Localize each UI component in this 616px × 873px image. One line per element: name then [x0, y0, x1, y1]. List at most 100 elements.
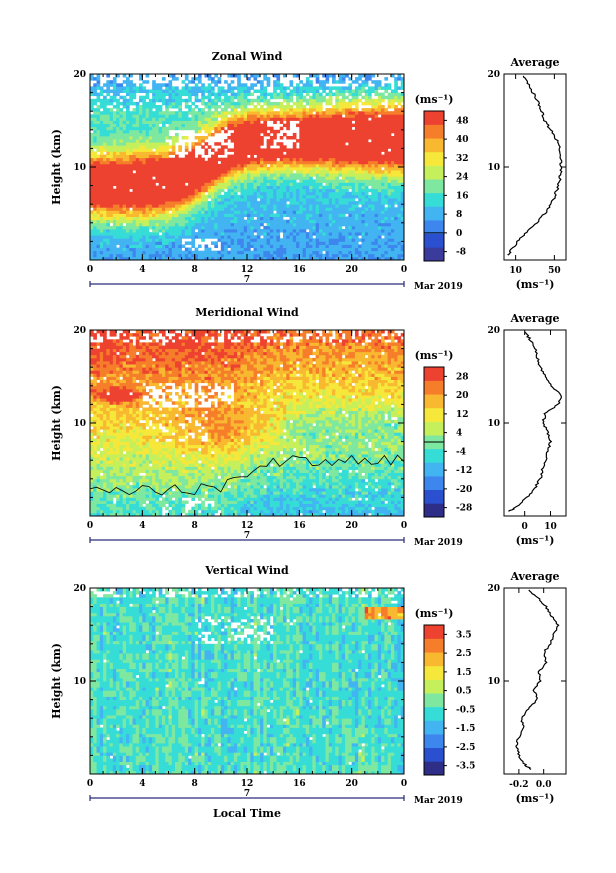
- heatmap-cell: [302, 136, 307, 140]
- heatmap-cell: [299, 176, 303, 180]
- heatmap-cell: [90, 114, 94, 118]
- heatmap-cell: [125, 136, 130, 140]
- heatmap-cell: [132, 210, 137, 214]
- heatmap-cell: [217, 120, 222, 124]
- heatmap-cell: [309, 238, 313, 242]
- heatmap-cell: [299, 191, 303, 196]
- heatmap-cell: [155, 117, 160, 121]
- heatmap-cell: [260, 123, 264, 128]
- heatmap-cell: [302, 89, 307, 93]
- heatmap-cell: [384, 148, 389, 152]
- heatmap-cell: [152, 182, 156, 186]
- heatmap-cell: [276, 225, 281, 230]
- heatmap-cell: [207, 188, 212, 193]
- heatmap-cell: [161, 101, 166, 106]
- heatmap-cell: [368, 232, 372, 236]
- heatmap-cell: [211, 210, 215, 214]
- heatmap-cell: [286, 241, 290, 245]
- heatmap-cell: [119, 170, 124, 174]
- heatmap-cell: [139, 216, 143, 221]
- heatmap-cell: [125, 222, 130, 227]
- heatmap-cell: [279, 105, 284, 109]
- heatmap-cell: [328, 136, 333, 140]
- heatmap-cell: [155, 136, 160, 140]
- heatmap-cell: [148, 148, 153, 152]
- heatmap-cell: [322, 167, 326, 171]
- heatmap-cell: [135, 179, 140, 183]
- heatmap-cell: [103, 238, 107, 242]
- heatmap-cell: [292, 173, 297, 177]
- heatmap-cell: [93, 253, 97, 258]
- heatmap-cell: [387, 198, 392, 202]
- heatmap-cell: [112, 136, 117, 140]
- heatmap-cell: [247, 204, 251, 208]
- heatmap-cell: [158, 170, 163, 174]
- heatmap-cell: [345, 244, 349, 248]
- heatmap-cell: [266, 132, 271, 137]
- heatmap-cell: [122, 132, 127, 137]
- heatmap-cell: [253, 179, 258, 183]
- heatmap-cell: [155, 123, 160, 128]
- heatmap-cell: [364, 98, 369, 103]
- heatmap-cell: [341, 132, 346, 137]
- heatmap-cell: [217, 148, 222, 152]
- heatmap-cell: [240, 219, 245, 224]
- heatmap-cell: [315, 142, 320, 146]
- heatmap-cell: [243, 170, 248, 174]
- heatmap-cell: [145, 179, 150, 183]
- heatmap-cell: [390, 216, 395, 221]
- heatmap-cell: [175, 105, 179, 109]
- heatmap-cell: [351, 198, 356, 202]
- heatmap-cell: [247, 207, 251, 211]
- heatmap-cell: [247, 250, 251, 255]
- heatmap-cell: [263, 101, 268, 106]
- heatmap-cell: [253, 238, 258, 242]
- heatmap-cell: [387, 142, 392, 146]
- heatmap-cell: [233, 198, 238, 202]
- heatmap-cell: [122, 182, 127, 186]
- heatmap-cell: [106, 241, 111, 245]
- heatmap-cell: [148, 194, 153, 199]
- heatmap-cell: [302, 194, 307, 199]
- heatmap-cell: [201, 83, 205, 87]
- heatmap-cell: [161, 83, 166, 87]
- heatmap-cell: [148, 219, 153, 224]
- heatmap-cell: [341, 201, 346, 205]
- heatmap-cell: [279, 225, 284, 230]
- heatmap-cell: [250, 244, 254, 248]
- heatmap-cell: [318, 157, 323, 162]
- heatmap-cell: [90, 92, 94, 97]
- heatmap-cell: [175, 241, 179, 245]
- heatmap-cell: [315, 176, 320, 180]
- heatmap-cell: [211, 176, 215, 180]
- heatmap-cell: [155, 232, 160, 236]
- heatmap-cell: [381, 219, 385, 224]
- heatmap-cell: [184, 98, 189, 103]
- heatmap-cell: [368, 194, 372, 199]
- heatmap-cell: [220, 176, 225, 180]
- heatmap-cell: [145, 74, 150, 78]
- heatmap-cell: [122, 238, 127, 242]
- heatmap-cell: [152, 241, 156, 245]
- heatmap-cell: [230, 241, 235, 245]
- heatmap-cell: [227, 126, 232, 131]
- heatmap-cell: [96, 83, 101, 87]
- heatmap-cell: [158, 148, 163, 152]
- heatmap-cell: [217, 229, 222, 233]
- heatmap-cell: [247, 114, 251, 118]
- heatmap-cell: [345, 210, 349, 214]
- heatmap-cell: [354, 108, 359, 112]
- heatmap-cell: [348, 167, 353, 171]
- heatmap-cell: [106, 101, 111, 106]
- heatmap-cell: [361, 173, 366, 177]
- heatmap-cell: [220, 210, 225, 214]
- heatmap-cell: [371, 256, 375, 261]
- heatmap-cell: [276, 74, 281, 78]
- heatmap-cell: [390, 194, 395, 199]
- heatmap-cell: [250, 98, 254, 103]
- heatmap-cell: [390, 157, 395, 162]
- heatmap-cell: [279, 210, 284, 214]
- heatmap-cell: [253, 83, 258, 87]
- heatmap-cell: [211, 80, 215, 84]
- heatmap-cell: [168, 157, 173, 162]
